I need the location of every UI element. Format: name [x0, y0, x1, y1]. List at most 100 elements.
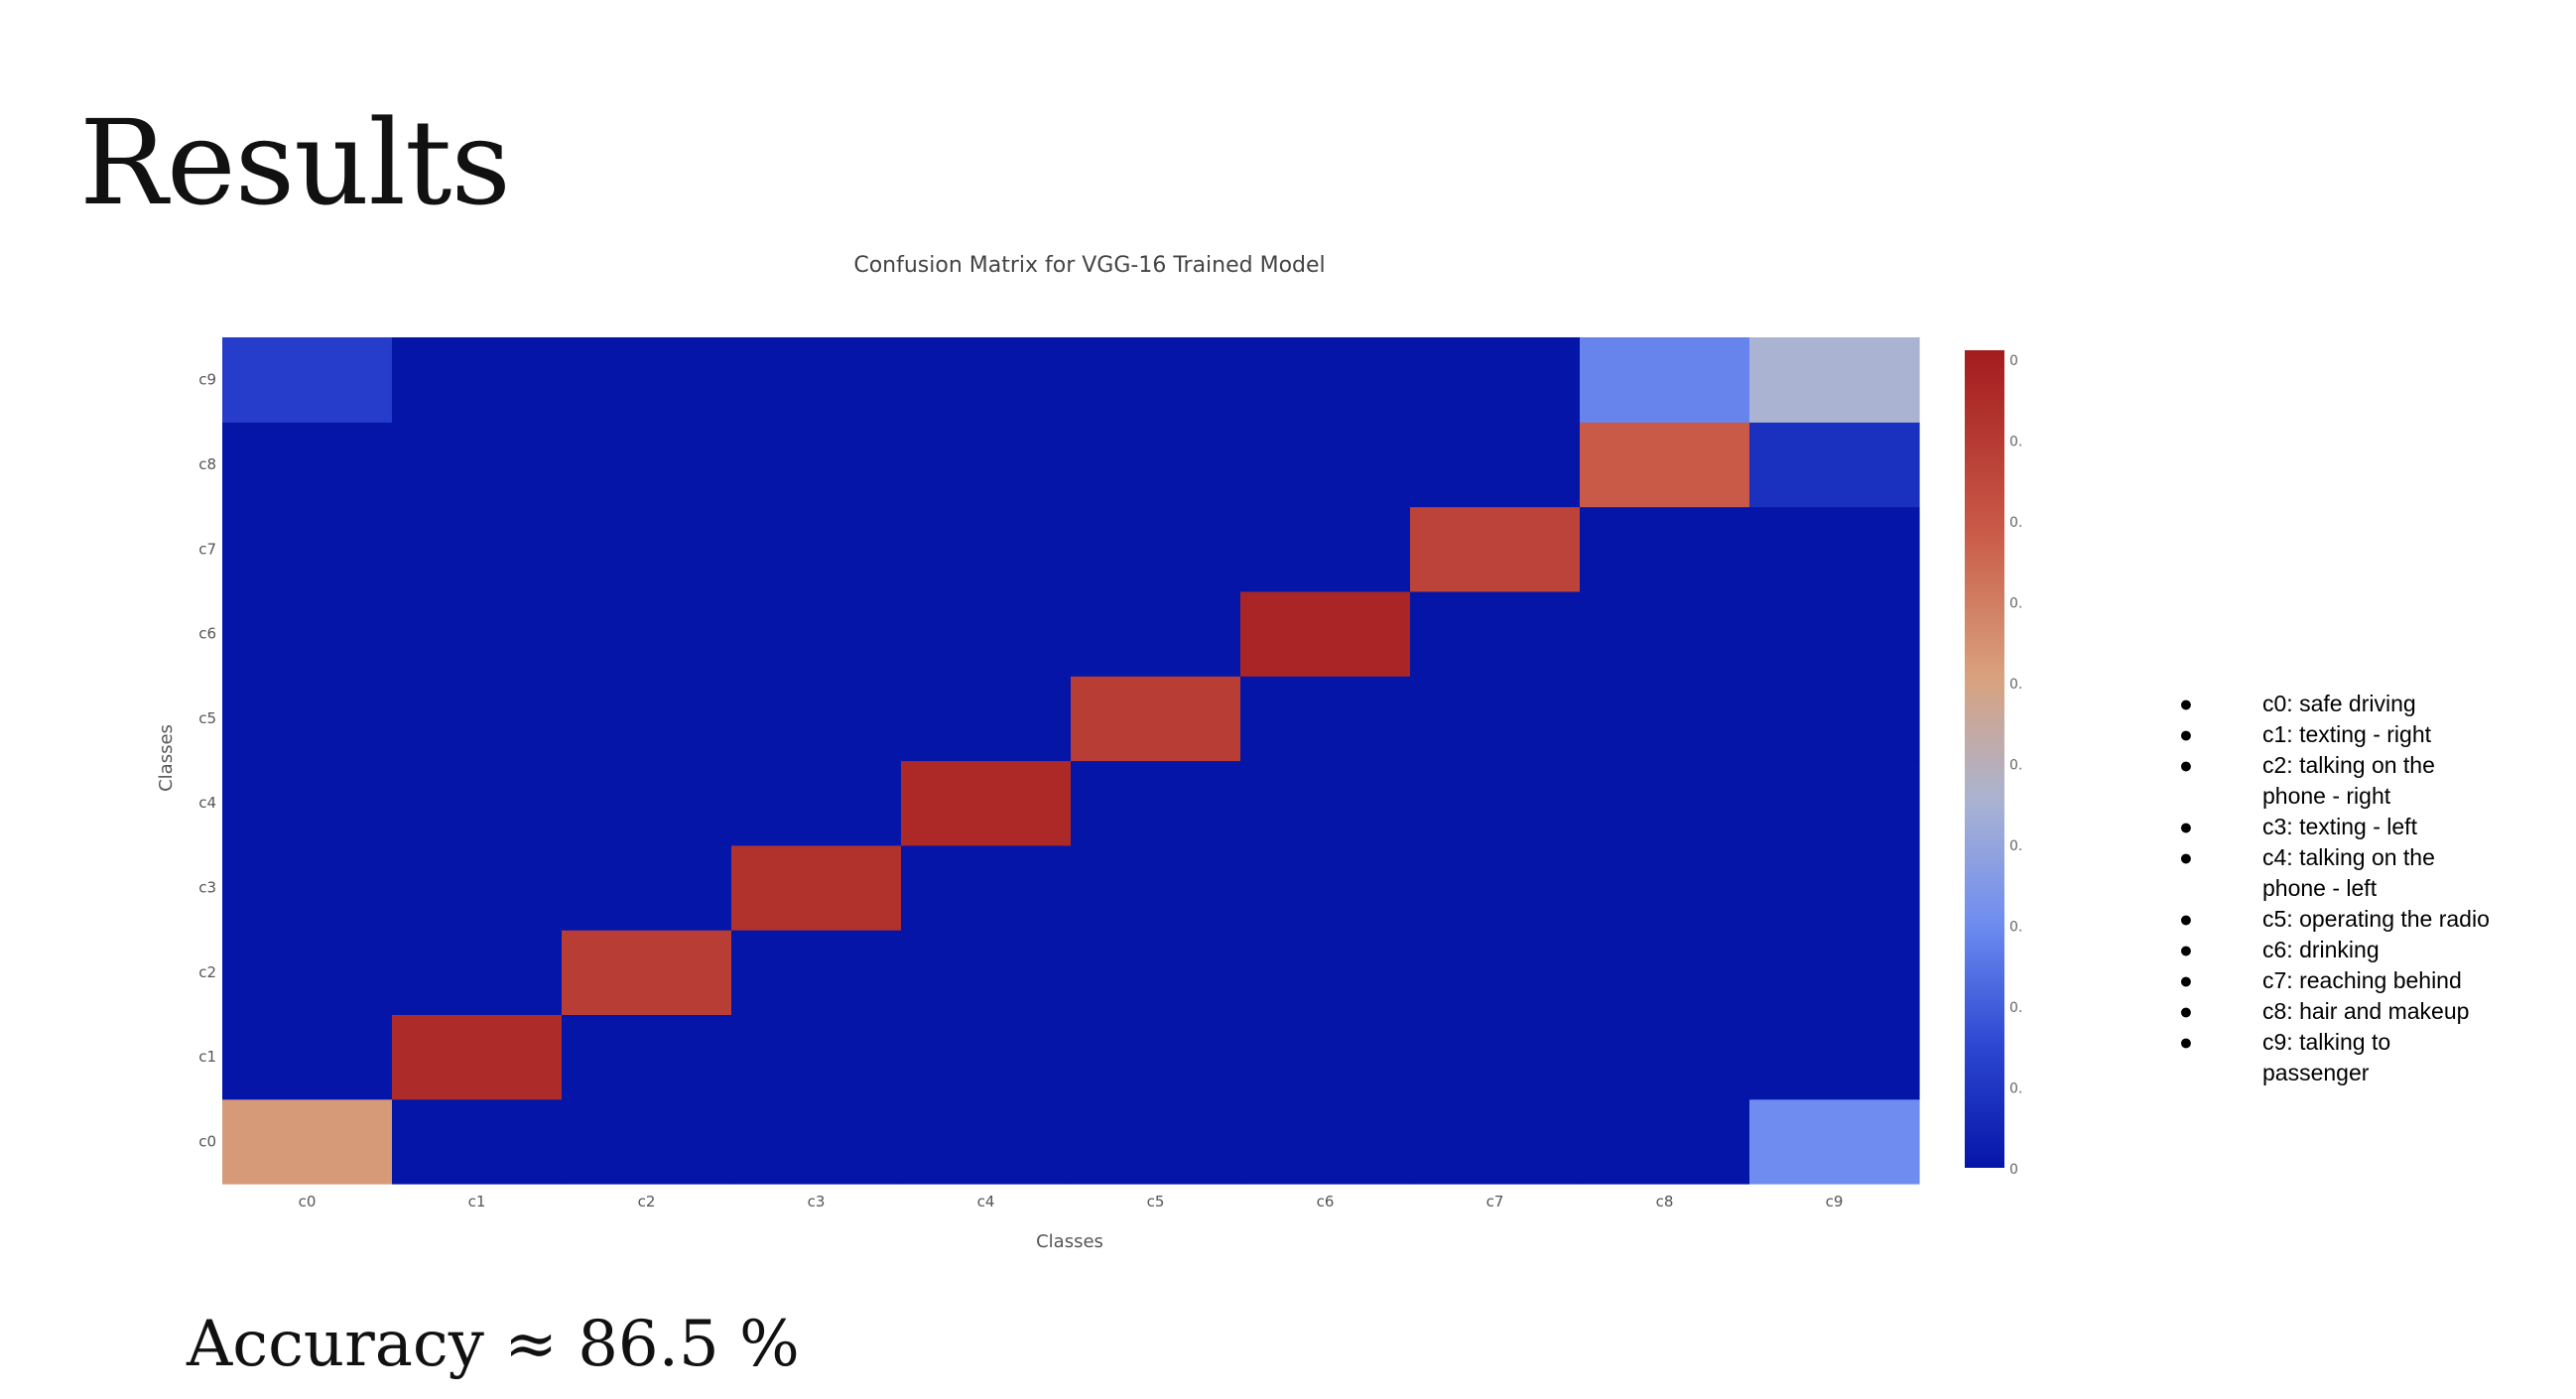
- cell-c7-c1: [392, 506, 563, 592]
- x-tick-c1: c1: [468, 1193, 486, 1210]
- cell-c4-c0: [222, 760, 393, 846]
- bullet-icon: ●: [2179, 814, 2193, 839]
- cell-c0-c4: [901, 1098, 1072, 1185]
- cell-c6-c9: [1749, 590, 1920, 677]
- legend-item: ● c5: operating the radio: [2163, 904, 2491, 935]
- cell-c2-c1: [392, 930, 563, 1015]
- y-tick-c5: c5: [198, 709, 216, 727]
- cell-c4-c7: [1410, 760, 1581, 846]
- legend-item: ● c0: safe driving: [2163, 689, 2491, 719]
- colorbar-tick-5: 0.: [2009, 758, 2022, 774]
- cell-c9-c6: [1240, 337, 1411, 423]
- cell-c2-c0: [222, 930, 393, 1015]
- y-tick-c6: c6: [198, 625, 216, 643]
- cell-c3-c8: [1580, 844, 1750, 931]
- cell-c9-c8: [1580, 337, 1750, 423]
- legend-item-text: c5: operating the radio: [2262, 906, 2490, 932]
- cell-c3-c9: [1749, 844, 1920, 931]
- colorbar-tick-0: 0: [2009, 1162, 2018, 1178]
- cell-c4-c3: [731, 760, 902, 846]
- cell-c1-c5: [1071, 1014, 1241, 1100]
- cell-c3-c3: [731, 844, 902, 931]
- legend-item: ● c4: talking on the phone - left: [2163, 842, 2491, 904]
- cell-c9-c1: [392, 337, 563, 423]
- cell-c9-c7: [1410, 337, 1581, 423]
- x-tick-c0: c0: [299, 1193, 317, 1210]
- colorbar-tick-4: 0.: [2009, 838, 2022, 854]
- cell-c7-c5: [1071, 506, 1241, 592]
- cell-c7-c8: [1580, 506, 1750, 592]
- cell-c7-c4: [901, 506, 1072, 592]
- heatmap-cells: [222, 337, 1920, 1185]
- legend-item-text: c3: texting - left: [2262, 814, 2417, 839]
- cell-c6-c5: [1071, 590, 1241, 677]
- cell-c6-c8: [1580, 590, 1750, 677]
- cell-c5-c0: [222, 676, 393, 762]
- bullet-icon: ●: [2179, 691, 2193, 716]
- y-tick-c2: c2: [198, 963, 216, 981]
- cell-c3-c6: [1240, 844, 1411, 931]
- x-tick-c9: c9: [1826, 1193, 1844, 1210]
- legend-item: ● c3: texting - left: [2163, 812, 2491, 842]
- y-tick-c9: c9: [198, 371, 216, 389]
- y-tick-c1: c1: [198, 1048, 216, 1066]
- cell-c3-c5: [1071, 844, 1241, 931]
- cell-c0-c9: [1749, 1098, 1920, 1185]
- bullet-icon: ●: [2179, 967, 2193, 993]
- cell-c8-c8: [1580, 422, 1750, 508]
- cell-c3-c7: [1410, 844, 1581, 931]
- cell-c1-c7: [1410, 1014, 1581, 1100]
- cell-c4-c2: [562, 760, 732, 846]
- colorbar: [1965, 350, 2004, 1168]
- colorbar-tick-7: 0.: [2009, 596, 2022, 612]
- cell-c6-c4: [901, 590, 1072, 677]
- cell-c0-c0: [222, 1098, 393, 1185]
- cell-c2-c8: [1580, 930, 1750, 1015]
- cell-c7-c9: [1749, 506, 1920, 592]
- cell-c4-c8: [1580, 760, 1750, 846]
- cell-c1-c8: [1580, 1014, 1750, 1100]
- x-tick-c8: c8: [1656, 1193, 1674, 1210]
- cell-c3-c4: [901, 844, 1072, 931]
- colorbar-tick-8: 0.: [2009, 515, 2022, 531]
- colorbar-tick-labels: 0 0. 0. 0. 0. 0. 0. 0. 0. 0. 0: [2009, 353, 2022, 1178]
- cell-c8-c7: [1410, 422, 1581, 508]
- bullet-icon: ●: [2179, 906, 2193, 932]
- cell-c3-c2: [562, 844, 732, 931]
- legend-item-text: c7: reaching behind: [2262, 967, 2462, 993]
- accuracy-text: Accuracy ≈ 86.5 %: [187, 1308, 800, 1381]
- colorbar-tick-10: 0: [2009, 353, 2018, 369]
- y-tick-c7: c7: [198, 540, 216, 558]
- cell-c3-c1: [392, 844, 563, 931]
- cell-c6-c0: [222, 590, 393, 677]
- cell-c8-c0: [222, 422, 393, 508]
- legend-item-text: c4: talking on the phone - left: [2262, 844, 2435, 901]
- cell-c2-c9: [1749, 930, 1920, 1015]
- y-tick-c4: c4: [198, 794, 216, 812]
- cell-c7-c2: [562, 506, 732, 592]
- bullet-icon: ●: [2179, 721, 2193, 747]
- cell-c4-c6: [1240, 760, 1411, 846]
- legend-item-text: c0: safe driving: [2262, 691, 2416, 716]
- cell-c5-c5: [1071, 676, 1241, 762]
- cell-c2-c2: [562, 930, 732, 1015]
- cell-c8-c3: [731, 422, 902, 508]
- legend-item: ● c9: talking to passenger: [2163, 1027, 2491, 1088]
- x-tick-c3: c3: [808, 1193, 826, 1210]
- legend-item: ● c6: drinking: [2163, 935, 2491, 965]
- cell-c4-c4: [901, 760, 1072, 846]
- x-tick-labels: c0 c1 c2 c3 c4 c5 c6 c7 c8 c9: [299, 1193, 1844, 1210]
- bullet-icon: ●: [2179, 1029, 2193, 1055]
- bullet-icon: ●: [2179, 844, 2193, 870]
- cell-c2-c6: [1240, 930, 1411, 1015]
- x-tick-c6: c6: [1317, 1193, 1335, 1210]
- cell-c1-c9: [1749, 1014, 1920, 1100]
- legend-item-text: c1: texting - right: [2262, 721, 2432, 747]
- cell-c1-c3: [731, 1014, 902, 1100]
- cell-c6-c2: [562, 590, 732, 677]
- cell-c1-c1: [392, 1014, 563, 1100]
- cell-c9-c0: [222, 337, 393, 423]
- cell-c6-c6: [1240, 590, 1411, 677]
- cell-c1-c4: [901, 1014, 1072, 1100]
